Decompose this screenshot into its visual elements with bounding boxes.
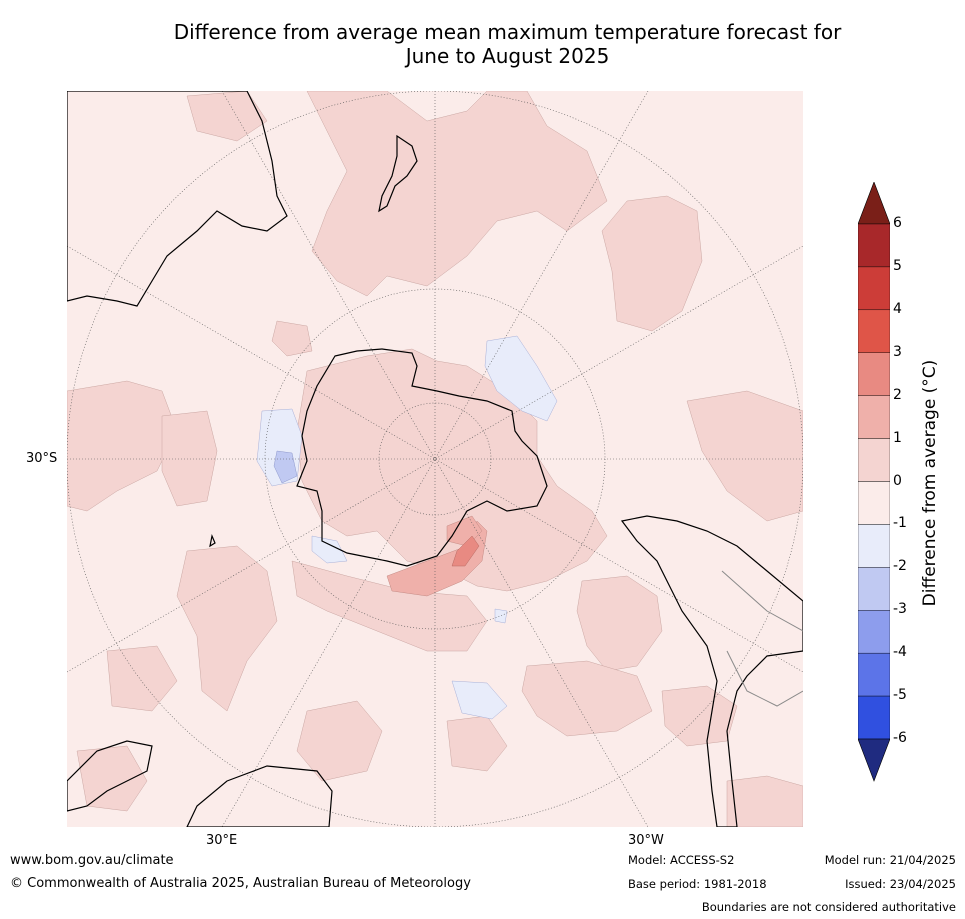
latitude-label-30s: 30°S <box>26 451 58 466</box>
anomaly-neg-1-2-areas <box>273 450 298 484</box>
australia-coast <box>67 91 288 307</box>
colorbar-tick-label: -1 <box>893 515 907 532</box>
polar-map[interactable] <box>67 91 803 827</box>
colorbar-title: Difference from average (°C) <box>920 359 940 607</box>
anomaly-1-2-areas <box>67 91 803 827</box>
colorbar-max-extension <box>858 182 890 225</box>
footer-copyright: © Commonwealth of Australia 2025, Austra… <box>10 876 471 891</box>
colorbar-min-extension <box>858 738 890 782</box>
colorbar-segment <box>858 352 890 396</box>
map-title: Difference from average mean maximum tem… <box>0 20 965 68</box>
colorbar-tick-label: -3 <box>893 601 907 618</box>
longitude-label-30w: 30°W <box>628 833 664 848</box>
footer-base-period: Base period: 1981-2018 <box>628 877 767 891</box>
title-line-2: June to August 2025 <box>405 44 610 68</box>
colorbar-segment <box>858 524 890 568</box>
colorbar-tick-label: 0 <box>893 472 902 489</box>
colorbar-tick-label: -2 <box>893 558 907 575</box>
colorbar-segment <box>858 610 890 654</box>
colorbar-tick-label: 6 <box>893 215 902 231</box>
south-america-coast <box>620 515 803 827</box>
colorbar-tick-label: 2 <box>893 386 902 403</box>
colorbar-tick-label: -6 <box>893 730 907 746</box>
colorbar-tick-label: 5 <box>893 257 902 274</box>
colorbar-tick-label: 3 <box>893 343 902 360</box>
footer-issued: Issued: 23/04/2025 <box>845 877 956 891</box>
colorbar-segment <box>858 223 890 268</box>
footer-disclaimer: Boundaries are not considered authoritat… <box>701 900 956 914</box>
new-zealand-coast <box>378 134 418 213</box>
graticule <box>67 91 803 827</box>
colorbar-tick-label: -4 <box>893 644 907 661</box>
colorbar-tick-label: 1 <box>893 429 902 446</box>
colorbar-segment <box>858 309 890 353</box>
footer-model: Model: ACCESS-S2 <box>628 853 735 867</box>
colorbar-segment <box>858 438 890 482</box>
africa-coast <box>67 740 153 812</box>
country-borders <box>721 570 803 707</box>
anomaly-3-4-areas <box>451 535 480 567</box>
map-canvas <box>67 91 803 827</box>
colorbar-segment <box>858 695 890 740</box>
footer-url[interactable]: www.bom.gov.au/climate <box>10 853 174 868</box>
footer-model-run: Model run: 21/04/2025 <box>824 853 956 867</box>
coastlines <box>67 91 803 827</box>
colorbar-segment <box>858 481 890 525</box>
longitude-label-30e: 30°E <box>206 833 238 848</box>
antarctica-coast <box>296 348 548 567</box>
title-line-1: Difference from average mean maximum tem… <box>173 20 842 44</box>
colorbar-segment <box>858 652 890 697</box>
southern-africa-coast <box>186 765 333 827</box>
colorbar-tick-label: 4 <box>893 300 902 317</box>
colorbar <box>858 182 890 782</box>
colorbar-segments <box>858 223 890 740</box>
colorbar-segment <box>858 567 890 611</box>
colorbar-segment <box>858 266 890 311</box>
colorbar-tick-label: -5 <box>893 687 907 704</box>
colorbar-segment <box>858 395 890 439</box>
